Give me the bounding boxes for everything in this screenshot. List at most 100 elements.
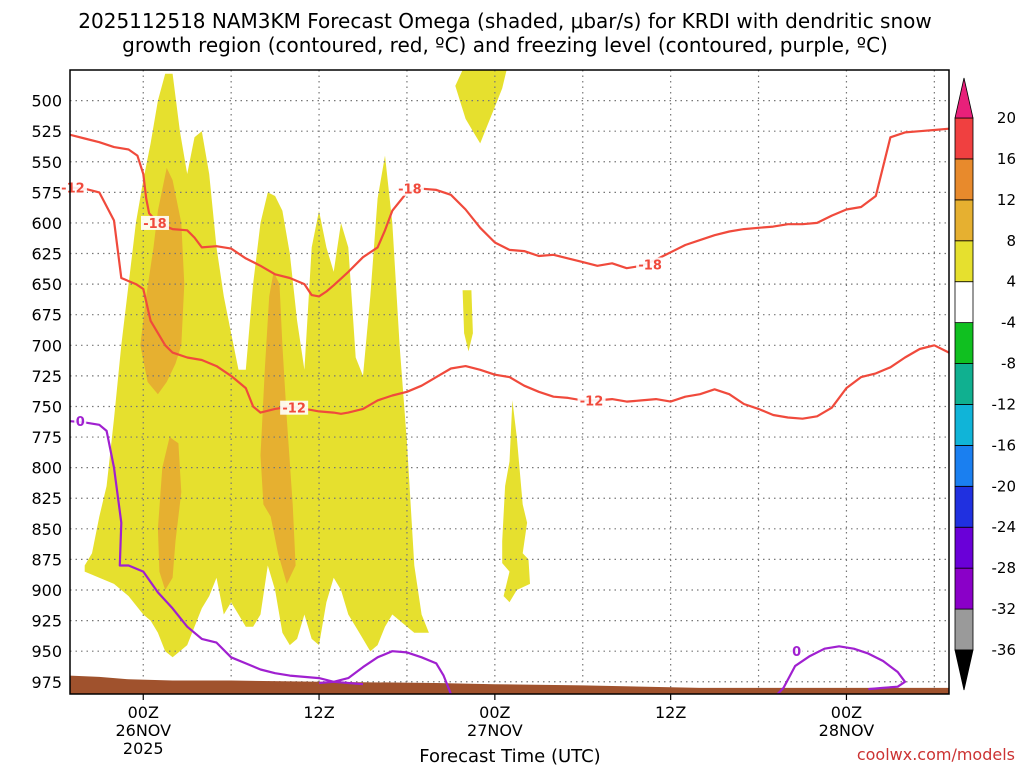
omega-region-upper-blob [455,70,507,144]
contour-label-bg [395,181,424,196]
chart-title-line1: 2025112518 NAM3KM Forecast Omega (shaded… [78,9,931,33]
colorbar-label: -28 [992,559,1017,577]
contour-minus18 [70,127,949,298]
terrain-fill [70,675,949,694]
colorbar-label: 16 [997,150,1016,168]
contour-minus12 [70,186,949,420]
y-tick-label: 800 [31,459,62,478]
contour-freezing-left [70,420,364,686]
colorbar-bin [954,363,974,405]
colorbar-label: -4 [1001,314,1016,332]
x-tick-label: 26NOV [115,721,171,740]
y-tick-label: 750 [31,397,62,416]
x-tick-label: 00Z [831,703,862,722]
colorbar-label: 20 [997,109,1016,127]
colorbar: -36 -32 -28 -24 -20 -16 -12 -8 -4 4 8 12 16 20 [954,77,1017,691]
x-tick-label: 27NOV [467,721,523,740]
y-tick-label: 950 [31,642,62,661]
y-axis-ticks: 500 525 550 575 600 625 650 675 700 725 750 775 800 8… [31,92,62,692]
y-tick-label: 825 [31,489,62,508]
contour-freezing-right [776,645,907,694]
colorbar-bin [954,526,974,569]
colorbar-bin [954,404,974,446]
x-axis-title: Forecast Time (UTC) [419,746,600,767]
x-tick-label: 12Z [655,703,686,722]
omega-region-main-band-8-b [157,437,182,590]
y-tick-label: 700 [31,336,62,355]
omega-region-right-blob-1 [462,290,473,352]
y-tick-label: 725 [31,367,62,386]
y-tick-label: 775 [31,428,62,447]
contour-label-bg [636,257,665,272]
contour-labels: -12 -18 -18 -12 -18 -12 0 0 [58,180,803,660]
colorbar-bin [954,158,974,201]
omega-region-main-band-8-a [140,167,185,395]
y-tick-label: 850 [31,520,62,539]
x-tick-label: 28NOV [819,721,875,740]
colorbar-label: -12 [992,395,1017,413]
colorbar-label: -8 [1001,355,1016,373]
colorbar-bin [954,240,974,283]
x-tick-label: 00Z [479,703,510,722]
contour-label-bg [577,393,606,408]
x-tick-label: 00Z [128,703,159,722]
gridlines [70,70,949,694]
y-tick-label: 500 [31,92,62,111]
colorbar-overflow-high [954,77,974,119]
contour-label: -18 [398,183,422,198]
colorbar-bin [954,199,974,242]
contour-label: -12 [580,394,604,409]
y-tick-label: 600 [31,214,62,233]
contour-label-bg [58,180,87,195]
contour-label-bg [790,644,803,659]
y-tick-label: 525 [31,122,62,141]
colorbar-bin [954,322,974,364]
omega-region-main-band-8-c [260,271,296,584]
y-tick-label: 650 [31,275,62,294]
y-tick-label: 550 [31,153,62,172]
colorbar-label: -16 [992,436,1017,454]
colorbar-label: -24 [992,518,1017,536]
y-tick-label: 675 [31,306,62,325]
colorbar-bin [954,444,974,487]
contour-label-bg [74,414,87,429]
colorbar-label: -36 [992,641,1017,659]
y-tick-label: 925 [31,612,62,631]
colorbar-label: 8 [1006,232,1016,250]
colorbar-bin [954,608,974,651]
colorbar-bin [954,567,974,610]
colorbar-bin [954,485,974,528]
contour-label: -18 [638,259,662,274]
chart-title-line2: growth region (contoured, red, ºC) and f… [122,33,888,57]
y-tick-label: 575 [31,183,62,202]
colorbar-label: 12 [997,191,1016,209]
y-tick-label: 900 [31,581,62,600]
colorbar-label: 4 [1006,273,1016,291]
contour-label: 0 [792,645,801,660]
credit-text: coolwx.com/models [857,745,1015,764]
colorbar-bin [954,117,974,160]
contour-label: -12 [282,402,306,417]
contour-freezing-mid [318,650,452,694]
contour-lines [70,127,949,694]
y-tick-label: 975 [31,673,62,692]
plot-frame [69,69,950,695]
terrain-layer [70,675,949,694]
x-tick-label: 12Z [303,703,334,722]
contour-label-bg [140,215,169,230]
colorbar-bin [954,281,974,324]
colorbar-overflow-low [954,649,974,691]
contour-label: 0 [76,415,85,430]
omega-region-right-blob-2 [502,400,530,603]
omega-shading [84,70,530,658]
colorbar-label: -20 [992,477,1017,495]
contour-label: -12 [61,181,85,196]
contour-label-bg [280,400,309,415]
x-tick-label: 2025 [123,739,164,758]
contour-label: -18 [143,217,167,232]
colorbar-label: -32 [992,600,1017,618]
y-tick-label: 875 [31,550,62,569]
y-tick-label: 625 [31,245,62,264]
